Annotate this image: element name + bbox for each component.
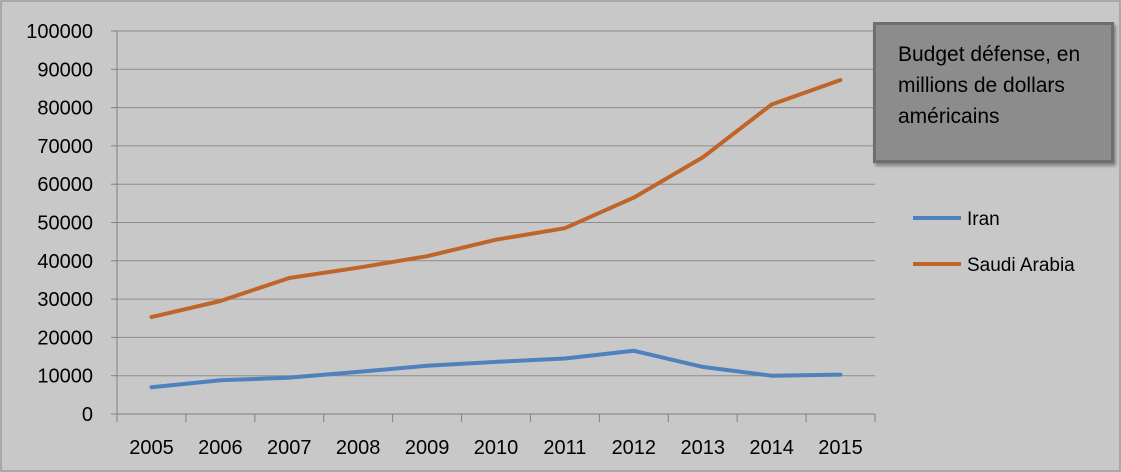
x-tick-label: 2007 (267, 437, 312, 459)
axes: 0 10000 20000 30000 40000 50000 60000 70000 8000… (26, 21, 876, 459)
legend-label: Iran (967, 209, 1000, 230)
chart-title-box: Budget défense, en millions de dollars a… (873, 22, 1114, 163)
y-tick-label: 0 (82, 404, 93, 426)
y-tick-label: 10000 (37, 366, 93, 388)
x-tick-label: 2008 (336, 437, 381, 459)
series-line-iran (149, 348, 843, 390)
y-tick-label: 50000 (37, 213, 93, 235)
x-tick-label: 2013 (680, 437, 725, 459)
y-tick-label: 40000 (37, 251, 93, 273)
x-tick-label: 2014 (749, 437, 794, 459)
x-tick-label: 2006 (198, 437, 243, 459)
chart-title: Budget défense, en millions de dollars a… (898, 43, 1081, 128)
series-line-saudi-arabia (149, 78, 843, 320)
y-tick-label: 20000 (37, 327, 93, 349)
y-tick-label: 90000 (37, 59, 93, 81)
x-tick-label: 2009 (405, 437, 450, 459)
x-tick-label: 2015 (818, 437, 863, 459)
y-tick-label: 30000 (37, 289, 93, 311)
legend-label: Saudi Arabia (967, 255, 1075, 276)
series-lines (149, 78, 843, 390)
y-tick-label: 80000 (37, 98, 93, 120)
y-tick-label: 100000 (26, 21, 93, 43)
y-tick-label: 60000 (37, 174, 93, 196)
y-tick-label: 70000 (37, 136, 93, 158)
x-tick-label: 2011 (543, 437, 586, 459)
gridlines (117, 30, 875, 377)
x-tick-label: 2012 (612, 437, 657, 459)
x-tick-label: 2010 (474, 437, 519, 459)
legend: Iran Saudi Arabia (913, 209, 1075, 276)
x-tick-label: 2005 (129, 437, 174, 459)
